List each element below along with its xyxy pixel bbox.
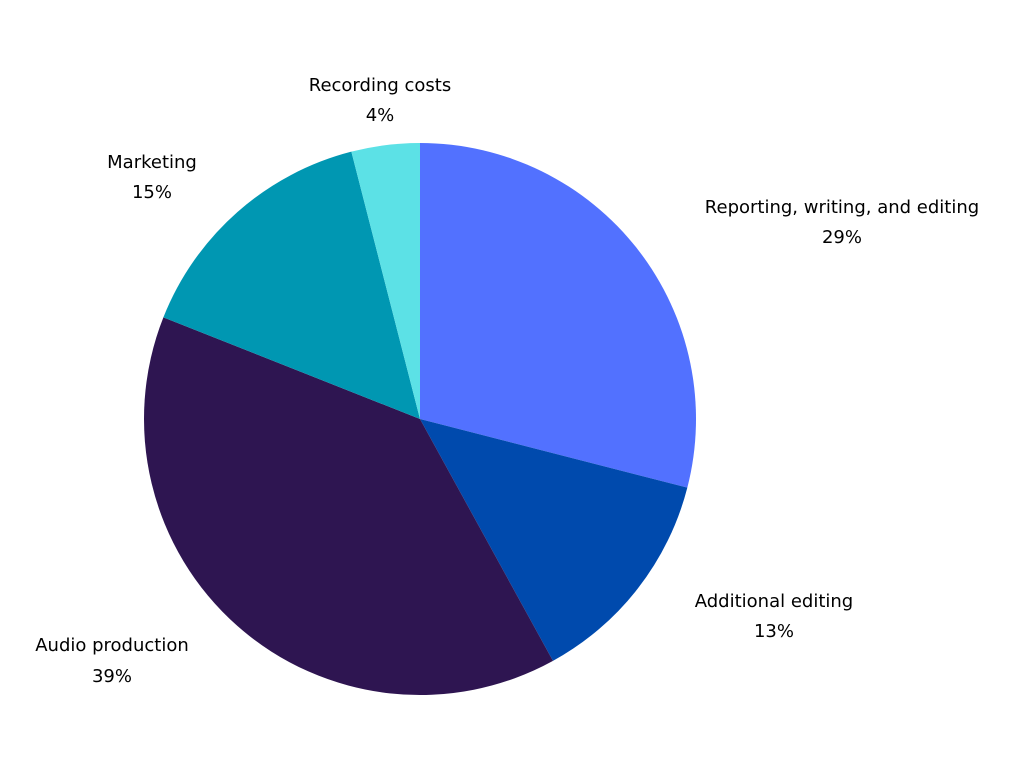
slice-label: Additional editing xyxy=(695,591,853,612)
slice-label: Audio production xyxy=(35,635,189,656)
slice-label: Marketing xyxy=(107,152,197,173)
pie-slice xyxy=(143,317,553,696)
slice-value-label: 13% xyxy=(754,621,794,642)
slice-label: Recording costs xyxy=(309,75,451,96)
slice-value-label: 15% xyxy=(132,182,172,203)
slice-value-label: 4% xyxy=(366,105,395,126)
pie-slice xyxy=(420,143,696,488)
slice-value-label: 39% xyxy=(92,666,132,687)
slice-value-label: 29% xyxy=(822,227,862,248)
pie-slice xyxy=(420,419,688,661)
pie-slice xyxy=(351,143,420,419)
pie-slice xyxy=(163,151,420,419)
slice-label: Reporting, writing, and editing xyxy=(705,197,979,218)
